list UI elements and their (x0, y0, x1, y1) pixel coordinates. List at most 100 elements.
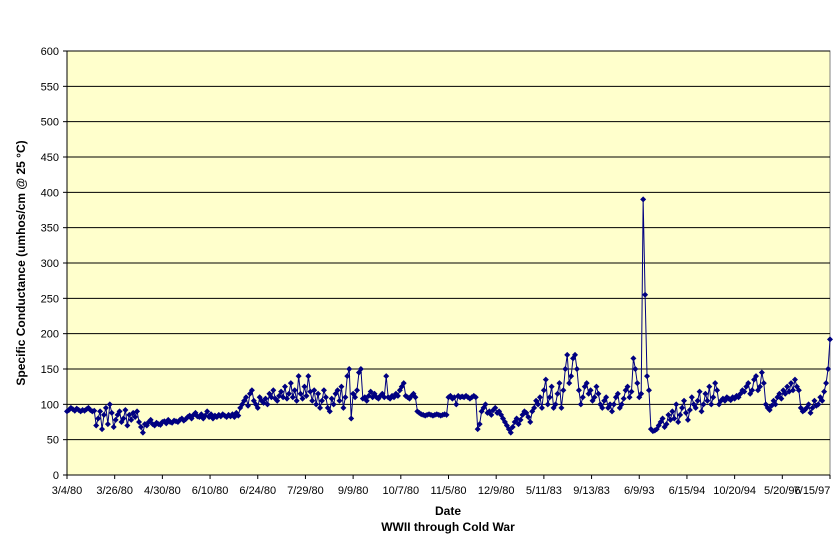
data-point (573, 366, 580, 372)
data-point (579, 394, 586, 401)
data-point (110, 423, 117, 430)
data-point (659, 415, 666, 422)
data-point (102, 404, 109, 411)
data-point (318, 397, 325, 404)
data-point (488, 411, 495, 418)
data-point (106, 401, 113, 408)
data-point (575, 387, 582, 394)
data-point (595, 390, 602, 397)
data-point (749, 387, 756, 394)
data-point (340, 404, 347, 411)
data-point (756, 383, 763, 390)
x-tick-label: 10/7/80 (382, 485, 419, 497)
data-point (642, 291, 649, 298)
data-point (91, 407, 98, 414)
data-point (317, 404, 324, 411)
data-point (342, 394, 349, 401)
data-point (624, 383, 631, 390)
data-point (367, 388, 374, 395)
data-point (766, 406, 773, 413)
data-point (381, 394, 388, 401)
data-point (99, 426, 106, 433)
data-point (453, 401, 460, 408)
data-point (346, 366, 353, 372)
data-point (523, 409, 530, 416)
data-point (772, 401, 779, 408)
data-point (560, 387, 567, 394)
data-point (712, 380, 719, 387)
data-point (638, 390, 645, 397)
data-point (147, 416, 154, 423)
y-axis-title: Specific Conductance (umhos/cm @ 25 °C) (14, 140, 28, 385)
data-point (285, 390, 292, 397)
data-point (626, 394, 633, 401)
x-tick-label: 10/20/94 (713, 485, 756, 497)
data-point (823, 380, 830, 387)
data-point (100, 411, 107, 418)
data-point (684, 416, 691, 423)
data-point (482, 401, 489, 408)
data-point (558, 404, 565, 411)
data-point (443, 411, 450, 418)
data-point (383, 373, 390, 380)
data-point (698, 408, 705, 415)
data-point (301, 383, 308, 390)
data-point (568, 373, 575, 380)
data-point (357, 366, 364, 372)
data-point (305, 373, 312, 380)
data-point (682, 409, 689, 416)
data-point (274, 397, 281, 404)
data-point (262, 395, 269, 402)
data-point (254, 404, 261, 411)
data-point (546, 394, 553, 401)
data-point (572, 351, 579, 358)
data-point (264, 401, 271, 408)
data-point (330, 401, 337, 408)
data-point (544, 401, 551, 408)
data-point (671, 415, 678, 422)
data-point (587, 387, 594, 394)
data-point (278, 388, 285, 395)
data-point (778, 395, 785, 402)
data-point (412, 394, 419, 401)
data-point (552, 401, 559, 408)
data-point (517, 416, 524, 423)
data-point (704, 397, 711, 404)
data-point (531, 404, 538, 411)
data-point (525, 414, 532, 421)
data-point (620, 395, 627, 402)
data-point (344, 373, 351, 380)
data-point (758, 369, 765, 376)
data-point (599, 404, 606, 411)
data-point (354, 387, 361, 394)
data-point (700, 401, 707, 408)
data-point (128, 416, 135, 423)
data-point (630, 355, 637, 362)
data-point (644, 373, 651, 380)
data-point (607, 401, 614, 408)
data-point (686, 406, 693, 413)
y-tick-label: 150 (41, 364, 59, 376)
data-point (363, 397, 370, 404)
data-point (116, 408, 123, 415)
data-point (334, 387, 341, 394)
x-tick-label: 11/5/80 (431, 485, 467, 497)
data-point (562, 366, 569, 372)
data-point (821, 388, 828, 395)
data-point (628, 388, 635, 395)
data-point (243, 394, 250, 401)
data-point (593, 383, 600, 390)
data-point (352, 394, 359, 401)
data-point (566, 380, 573, 387)
y-tick-label: 250 (41, 293, 59, 305)
data-point (696, 388, 703, 395)
data-point (248, 387, 255, 394)
data-point (681, 397, 688, 404)
data-point (694, 397, 701, 404)
data-point (645, 387, 652, 394)
data-point (95, 415, 102, 422)
x-tick-label: 5/11/83 (526, 485, 562, 497)
data-point (706, 383, 713, 390)
data-point (134, 408, 141, 415)
data-point (136, 419, 143, 425)
